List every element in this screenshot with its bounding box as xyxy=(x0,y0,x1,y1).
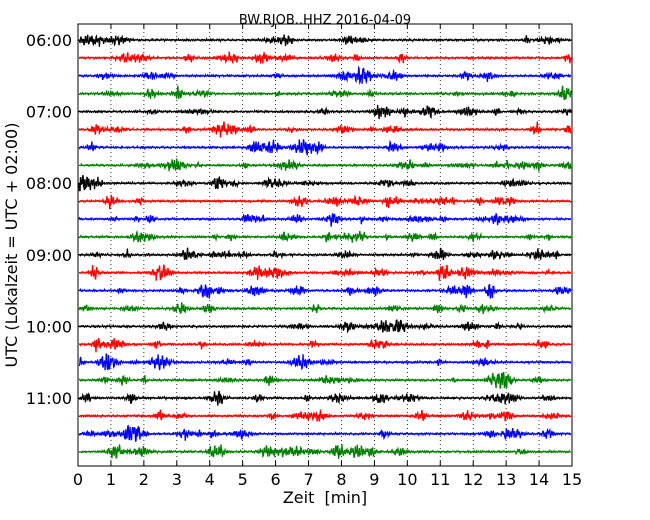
trace-black-0800 xyxy=(78,175,572,192)
trace-black-1000 xyxy=(78,319,572,334)
trace-red-0815 xyxy=(78,194,572,210)
x-tick-label: 8 xyxy=(336,470,346,489)
y-tick-label: 09:00 xyxy=(26,246,72,265)
x-tick-label: 0 xyxy=(73,470,83,489)
trace-black-0700 xyxy=(78,104,572,120)
trace-blue-0830 xyxy=(78,212,572,227)
x-axis-ticks: 0 1 2 3 4 5 6 7 8 9 10 11 12 13 14 15 xyxy=(73,24,582,489)
trace-green-0845 xyxy=(78,229,572,243)
chart-title: BW.RJOB..HHZ 2016-04-09 xyxy=(239,13,411,28)
x-tick-label: 11 xyxy=(430,470,450,489)
y-tick-label: 08:00 xyxy=(26,174,72,193)
x-tick-label: 1 xyxy=(106,470,116,489)
trace-green-1145 xyxy=(78,444,572,459)
trace-group xyxy=(78,34,572,459)
trace-blue-1130 xyxy=(78,424,572,442)
plot-frame xyxy=(77,23,573,467)
y-tick-label: 11:00 xyxy=(26,389,72,408)
x-tick-label: 3 xyxy=(172,470,182,489)
y-tick-label: 06:00 xyxy=(26,31,72,50)
x-tick-label: 4 xyxy=(205,470,215,489)
x-tick-label: 5 xyxy=(238,470,248,489)
trace-green-0745 xyxy=(78,158,572,173)
trace-green-0645 xyxy=(78,85,572,100)
x-tick-label: 9 xyxy=(369,470,379,489)
trace-blue-0730 xyxy=(78,139,572,156)
trace-red-0915 xyxy=(78,264,572,281)
x-tick-label: 13 xyxy=(496,470,516,489)
y-axis-label: UTC (Lokalzeit = UTC + 02:00) xyxy=(2,123,21,368)
trace-black-0900 xyxy=(78,247,572,261)
x-tick-label: 2 xyxy=(139,470,149,489)
trace-red-1115 xyxy=(78,408,572,422)
x-tick-label: 6 xyxy=(271,470,281,489)
trace-blue-0630 xyxy=(78,65,572,86)
trace-red-0615 xyxy=(78,50,572,65)
x-tick-label: 14 xyxy=(529,470,549,489)
x-axis-label: Zeit [min] xyxy=(283,488,367,507)
trace-red-1015 xyxy=(78,337,572,353)
y-axis-ticks: 06:00 07:00 08:00 09:00 10:00 11:00 xyxy=(26,31,572,408)
trace-red-0715 xyxy=(78,121,572,138)
trace-blue-0930 xyxy=(78,283,572,299)
grid-lines xyxy=(110,24,540,466)
trace-black-1100 xyxy=(78,390,572,406)
trace-blue-1030 xyxy=(78,353,572,371)
x-tick-label: 12 xyxy=(463,470,483,489)
x-tick-label: 10 xyxy=(397,470,417,489)
trace-green-0945 xyxy=(78,302,572,315)
x-tick-label: 15 xyxy=(562,470,582,489)
y-tick-label: 07:00 xyxy=(26,103,72,122)
trace-black-0600 xyxy=(78,34,572,47)
y-tick-label: 10:00 xyxy=(26,317,72,336)
trace-green-1045 xyxy=(78,371,572,389)
x-tick-label: 7 xyxy=(303,470,313,489)
